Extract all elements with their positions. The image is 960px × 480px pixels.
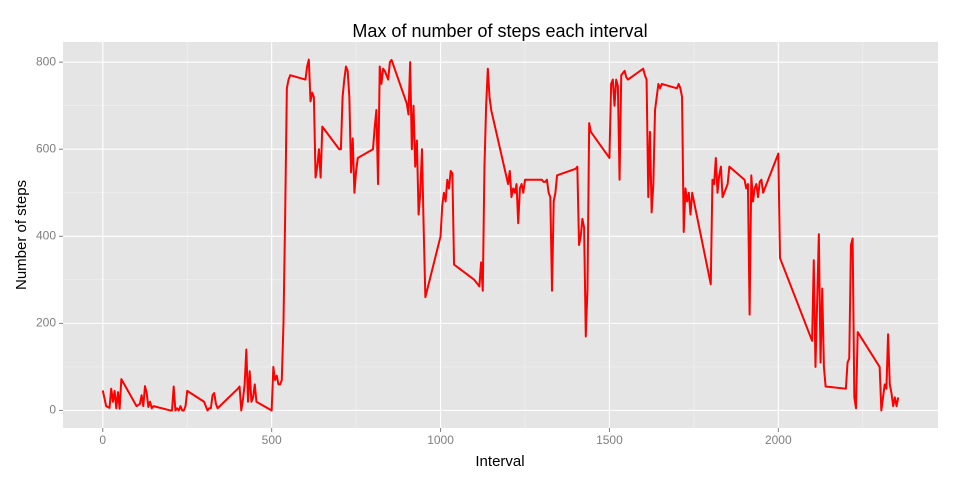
y-tick-label: 600 — [36, 141, 56, 155]
y-axis-title: Number of steps — [13, 180, 30, 290]
plot-panel — [63, 42, 938, 428]
y-tick-label: 400 — [36, 228, 56, 242]
x-axis-title: Interval — [475, 453, 524, 470]
y-tick-label: 200 — [36, 316, 56, 330]
y-tick-label: 0 — [49, 403, 56, 417]
x-tick-label: 2000 — [765, 433, 792, 447]
x-tick-label: 500 — [262, 433, 282, 447]
data-line — [101, 58, 900, 412]
marks — [101, 58, 900, 412]
x-tick-label: 1500 — [596, 433, 623, 447]
x-tick-label: 0 — [99, 433, 106, 447]
y-tick-label: 800 — [36, 54, 56, 68]
chart-title: Max of number of steps each interval — [352, 21, 647, 41]
x-tick-label: 1000 — [427, 433, 454, 447]
